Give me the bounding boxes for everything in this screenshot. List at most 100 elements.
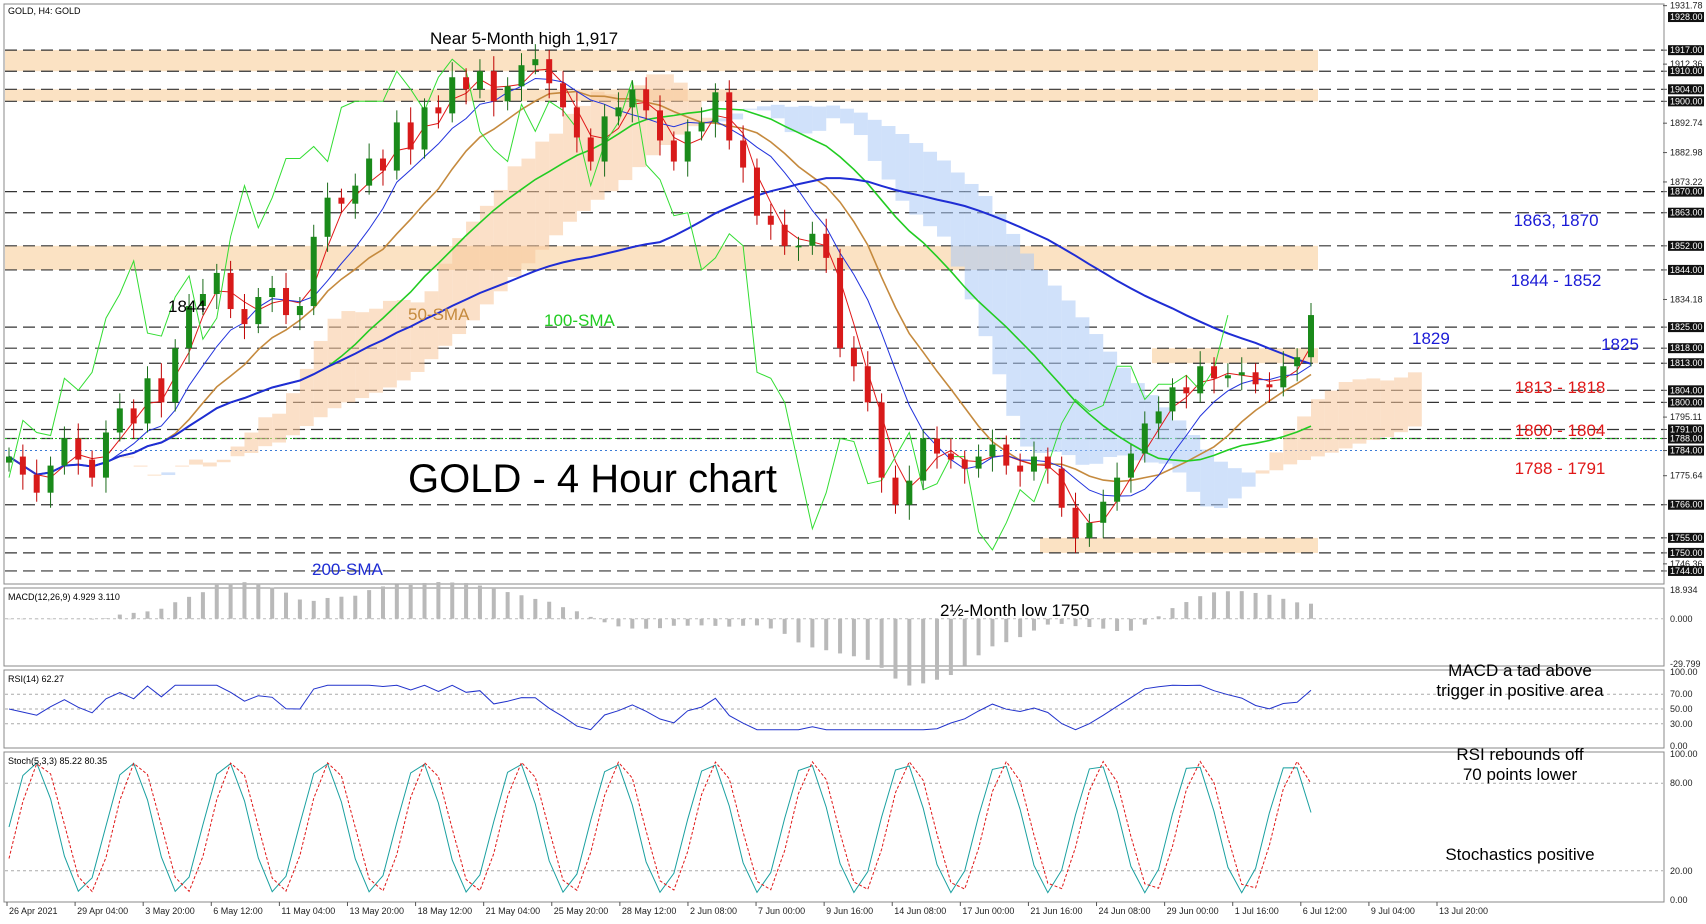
macd-bar-75 <box>1045 618 1050 625</box>
ytick-box-0 <box>1668 12 1704 23</box>
ytick-label-13: 1834.18 <box>1670 294 1703 304</box>
macd-bar-28 <box>394 584 399 619</box>
cloud-seg-41 <box>687 100 702 127</box>
candle-body-56 <box>781 224 788 246</box>
ytick-box-19 <box>1668 547 1704 558</box>
rsi-tick-3: 30.00 <box>1670 719 1693 729</box>
cloud-seg-62 <box>978 196 993 337</box>
stoch-tick-3: 0.00 <box>1670 895 1688 905</box>
macd-bar-47 <box>658 618 662 629</box>
macd-bar-90 <box>1253 592 1258 619</box>
cloud-seg-84 <box>1283 430 1298 465</box>
macd-bar-36 <box>505 592 510 619</box>
ytick-box-20 <box>1668 565 1704 576</box>
cloud-seg-70 <box>1089 334 1104 464</box>
macd-bar-82 <box>1142 618 1147 625</box>
candle-body-9 <box>130 408 137 424</box>
cloud-seg-27 <box>493 189 508 292</box>
cloud-seg-51 <box>826 105 841 119</box>
cloud-seg-80 <box>1227 468 1242 499</box>
macd-bar-89 <box>1239 591 1244 619</box>
ytick-box-17 <box>1668 499 1704 510</box>
macd-bar-65 <box>907 618 912 686</box>
macd-bar-53 <box>741 618 746 626</box>
cloud-seg-55 <box>881 126 896 180</box>
macd-bar-32 <box>450 582 455 619</box>
cloud-seg-78 <box>1200 449 1215 507</box>
cloud-seg-39 <box>660 74 674 145</box>
candle-body-55 <box>767 215 774 225</box>
ytick-box-1 <box>1668 45 1704 56</box>
candle-body-25 <box>352 185 359 204</box>
ytick-hl-9: 1825.00 <box>1670 322 1703 332</box>
macd-bar-41 <box>574 611 579 619</box>
cloud-seg-35 <box>604 94 619 192</box>
cloud-seg-46 <box>756 106 771 111</box>
right-label-1863-1870: 1863, 1870 <box>1513 211 1598 230</box>
ytick-hl-6: 1863.00 <box>1670 208 1703 218</box>
macd-bar-9 <box>131 612 136 619</box>
cloud-seg-54 <box>867 119 882 161</box>
candle-body-94 <box>1308 315 1314 358</box>
candle-body-61 <box>850 348 857 367</box>
right-label-1800-1804: 1800 - 1804 <box>1515 421 1606 440</box>
cloud-seg-87 <box>1324 390 1339 453</box>
cloud-seg-50 <box>812 106 827 131</box>
candle-body-31 <box>435 107 442 114</box>
xtick-label-15: 21 Jun 16:00 <box>1030 906 1082 916</box>
cloud-seg-3 <box>161 472 176 476</box>
price-axis: 1931.78 1917.00 1912.361910.00 1904.00 1900.… <box>1663 1 1704 576</box>
macd-pane <box>3 587 1665 667</box>
candle-body-91 <box>1266 384 1273 388</box>
cloud-seg-10 <box>258 417 273 447</box>
macd-bar-94 <box>1309 603 1313 619</box>
candle-body-51 <box>712 92 719 123</box>
macd-tick-1: 0.000 <box>1670 614 1693 624</box>
cloud-seg-86 <box>1311 399 1325 457</box>
cloud-seg-73 <box>1130 383 1145 461</box>
macd-bar-66 <box>921 618 926 684</box>
line-200-sma <box>8 177 1312 476</box>
xtick-label-18: 1 Jul 16:00 <box>1235 906 1279 916</box>
macd-bar-20 <box>284 592 289 619</box>
xtick-label-21: 13 Jul 20:00 <box>1439 906 1488 916</box>
macd-bar-64 <box>893 618 898 679</box>
rsi-pane <box>3 669 1665 749</box>
right-label-1813-1818: 1813 - 1818 <box>1515 378 1606 397</box>
ytick-hl-5: 1870.00 <box>1670 187 1703 197</box>
candle-body-16 <box>227 272 234 310</box>
candle-body-14 <box>199 294 206 307</box>
ytick-box-13 <box>1668 397 1704 408</box>
candle-body-27 <box>379 158 386 171</box>
macd-bar-56 <box>782 618 787 634</box>
cloud-seg-12 <box>286 393 300 436</box>
macd-bar-83 <box>1156 616 1161 619</box>
candle-body-36 <box>504 86 511 102</box>
macd-tick-2: -29.799 <box>1670 659 1701 669</box>
macd-bar-4 <box>62 618 67 620</box>
cloud-seg-23 <box>438 263 453 346</box>
xtick-label-7: 21 May 04:00 <box>486 906 541 916</box>
macd-bar-19 <box>270 587 275 619</box>
xtick-label-0: 26 Apr 2021 <box>9 906 58 916</box>
cloud-seg-81 <box>1241 472 1256 487</box>
candle-body-67 <box>934 438 941 454</box>
ytick-hl-20: 1744.00 <box>1670 566 1703 576</box>
time-axis: 26 Apr 2021 29 Apr 04:00 3 May 20:00 6 May … <box>6 902 1488 916</box>
cloud-seg-68 <box>1061 300 1076 456</box>
cloud-seg-69 <box>1075 317 1090 465</box>
cloud-seg-77 <box>1186 435 1201 492</box>
xtick-label-16: 24 Jun 08:00 <box>1099 906 1151 916</box>
candle-body-52 <box>726 92 733 141</box>
ytick-hl-14: 1791.00 <box>1670 424 1703 434</box>
xtick-label-13: 14 Jun 08:00 <box>894 906 946 916</box>
candle-body-66 <box>920 438 927 481</box>
ytick-hl-16: 1784.00 <box>1670 446 1703 456</box>
ytick-box-16 <box>1668 445 1704 456</box>
xtick-label-5: 13 May 20:00 <box>349 906 404 916</box>
macd-bar-39 <box>547 601 552 619</box>
ytick-hl-0: 1928.00 <box>1670 12 1703 22</box>
macd-bar-5 <box>76 618 81 620</box>
cloud-seg-85 <box>1297 416 1311 461</box>
